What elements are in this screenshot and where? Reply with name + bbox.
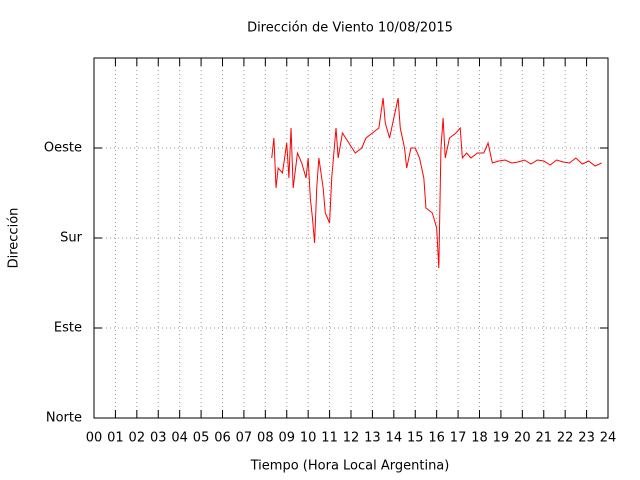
- x-tick-label: 15: [407, 431, 424, 446]
- x-tick-label: 10: [300, 431, 317, 446]
- x-tick-label: 18: [471, 431, 488, 446]
- x-tick-label: 09: [278, 431, 295, 446]
- x-tick-label: 19: [493, 431, 510, 446]
- x-tick-label: 11: [321, 431, 338, 446]
- x-tick-label: 14: [386, 431, 403, 446]
- x-tick-label: 06: [214, 431, 231, 446]
- x-axis-label: Tiempo (Hora Local Argentina): [250, 459, 450, 474]
- x-tick-label: 05: [193, 431, 210, 446]
- x-tick-label: 07: [236, 431, 253, 446]
- x-tick-label: 01: [107, 431, 124, 446]
- x-tick-label: 03: [150, 431, 167, 446]
- x-tick-label: 22: [557, 431, 574, 446]
- y-tick-label: Oeste: [44, 141, 82, 156]
- data-line: [271, 97, 602, 269]
- plot-frame: [93, 57, 609, 419]
- y-tick-label: Norte: [46, 411, 82, 426]
- x-tick-label: 17: [450, 431, 467, 446]
- x-tick-label: 04: [171, 431, 188, 446]
- y-tick-label: Este: [54, 321, 82, 336]
- x-tick-label: 12: [343, 431, 360, 446]
- x-tick-label: 13: [364, 431, 381, 446]
- x-tick-label: 24: [600, 431, 617, 446]
- chart-title: Dirección de Viento 10/08/2015: [247, 21, 453, 36]
- y-axis-label: Dirección: [7, 208, 22, 269]
- x-tick-label: 00: [86, 431, 103, 446]
- y-tick-label: Sur: [60, 231, 82, 246]
- x-tick-label: 08: [257, 431, 274, 446]
- x-tick-label: 02: [129, 431, 146, 446]
- x-tick-label: 16: [428, 431, 445, 446]
- x-tick-label: 20: [514, 431, 531, 446]
- x-tick-label: 21: [535, 431, 552, 446]
- x-tick-label: 23: [578, 431, 595, 446]
